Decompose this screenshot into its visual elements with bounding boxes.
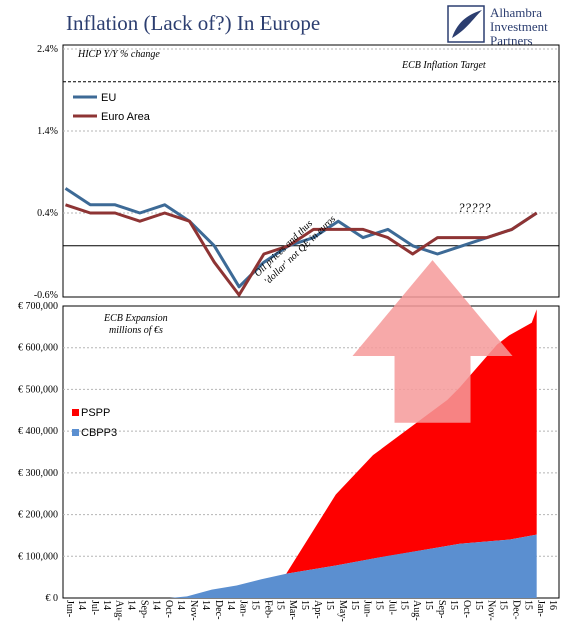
x-tick-label: May- bbox=[337, 600, 348, 622]
x-tick-label-year: 15 bbox=[498, 600, 509, 610]
x-tick-label-year: 15 bbox=[448, 600, 459, 610]
x-tick-label: Sep- bbox=[138, 600, 149, 618]
x-tick-label-year: 14 bbox=[150, 600, 161, 610]
legend-cbpp3-label: CBPP3 bbox=[81, 427, 117, 439]
logo-line2: Investment bbox=[490, 19, 548, 34]
pspp-area bbox=[63, 309, 537, 598]
x-tick-label-year: 14 bbox=[101, 600, 112, 610]
x-tick-label-year: 14 bbox=[200, 600, 211, 610]
x-tick-label-year: 14 bbox=[175, 600, 186, 610]
bottom-y-tick-label: € 300,000 bbox=[18, 468, 58, 479]
x-tick-label: Jan- bbox=[535, 600, 546, 617]
cbpp3-area bbox=[63, 534, 537, 598]
up-arrow-icon bbox=[352, 260, 513, 423]
x-tick-label: Oct- bbox=[461, 600, 472, 618]
x-tick-label: Aug- bbox=[411, 600, 422, 621]
x-tick-label-year: 15 bbox=[522, 600, 533, 610]
x-tick-label: Jun- bbox=[64, 600, 75, 617]
inflation-lines bbox=[64, 187, 538, 297]
x-tick-label-year: 15 bbox=[473, 600, 484, 610]
x-tick-label: Jul- bbox=[386, 600, 397, 615]
x-tick-label-year: 15 bbox=[349, 600, 360, 610]
top-y-tick-labels: -0.6% 0.4% 1.4% 2.4% bbox=[34, 44, 58, 301]
x-tick-label: Jun- bbox=[362, 600, 373, 617]
x-tick-label: Dec- bbox=[213, 600, 224, 619]
logo-line3: Partners bbox=[490, 33, 533, 48]
top-plot-frame bbox=[62, 44, 560, 298]
ecb-target-label: ECB Inflation Target bbox=[401, 60, 486, 71]
top-gridlines bbox=[63, 48, 559, 247]
alhambra-logo: Alhambra Investment Partners bbox=[447, 5, 548, 48]
series-line-euro-area bbox=[65, 203, 538, 297]
top-legend: EU Euro Area bbox=[73, 92, 151, 123]
bottom-y-axis-label-line2: millions of €s bbox=[109, 325, 163, 336]
legend-pspp-swatch bbox=[72, 409, 79, 416]
x-tick-label: Sep- bbox=[436, 600, 447, 618]
top-y-axis-label: HICP Y/Y % change bbox=[77, 49, 160, 60]
bottom-y-tick-labels: € 0 € 100,000 € 200,000 € 300,000 € 400,000 €… bbox=[18, 301, 58, 604]
logo-line1: Alhambra bbox=[490, 5, 542, 20]
x-tick-label-year: 15 bbox=[423, 600, 434, 610]
bottom-y-tick-label: € 400,000 bbox=[18, 426, 58, 437]
x-tick-label-year: 14 bbox=[225, 600, 236, 610]
chart-title: Inflation (Lack of?) In Europe bbox=[66, 11, 320, 35]
x-tick-label-year: 15 bbox=[250, 600, 261, 610]
series-line-eu bbox=[64, 187, 538, 289]
x-tick-label-year: 16 bbox=[547, 600, 558, 610]
x-tick-label-year: 15 bbox=[274, 600, 285, 610]
logo-square-icon bbox=[447, 5, 485, 43]
bottom-y-tick-label: € 200,000 bbox=[18, 510, 58, 521]
x-tick-label: Aug- bbox=[114, 600, 125, 621]
x-tick-label-year: 15 bbox=[374, 600, 385, 610]
bottom-legend: PSPP CBPP3 bbox=[72, 407, 117, 439]
bottom-y-tick-label: € 500,000 bbox=[18, 384, 58, 395]
x-tick-label: Feb- bbox=[262, 600, 273, 618]
top-y-tick-label: 0.4% bbox=[37, 208, 58, 219]
bottom-y-tick-label: € 100,000 bbox=[18, 551, 58, 562]
bottom-y-tick-label: € 600,000 bbox=[18, 343, 58, 354]
legend-euro-area-label: Euro Area bbox=[101, 111, 151, 123]
logo-swoosh-icon bbox=[452, 10, 482, 38]
expansion-areas bbox=[63, 260, 537, 598]
top-y-tick-label: -0.6% bbox=[34, 290, 58, 301]
x-tick-label: Apr- bbox=[312, 600, 323, 619]
x-tick-label: Nov- bbox=[188, 600, 199, 621]
x-tick-label: Jul- bbox=[89, 600, 100, 615]
x-tick-label-year: 15 bbox=[324, 600, 335, 610]
legend-eu-label: EU bbox=[101, 92, 116, 104]
x-tick-label: Mar- bbox=[287, 600, 298, 620]
x-tick-labels: Jun- 14 Jul- 14 Aug- 14 Sep- 14 Oct- 14 Nov- 14 Dec-… bbox=[64, 600, 558, 622]
legend-cbpp3-swatch bbox=[72, 429, 79, 436]
x-tick-label: Nov- bbox=[486, 600, 497, 621]
question-marks: ????? bbox=[458, 200, 491, 215]
x-tick-label-year: 15 bbox=[299, 600, 310, 610]
x-tick-label-year: 15 bbox=[398, 600, 409, 610]
bottom-y-tick-label: € 0 bbox=[46, 593, 59, 604]
x-tick-label-year: 14 bbox=[76, 600, 87, 610]
bottom-y-tick-label: € 700,000 bbox=[18, 301, 58, 312]
top-y-tick-label: 2.4% bbox=[37, 44, 58, 55]
x-tick-label: Dec- bbox=[510, 600, 521, 619]
x-tick-label: Oct- bbox=[163, 600, 174, 618]
x-tick-label: Jan- bbox=[238, 600, 249, 617]
x-tick-label-year: 14 bbox=[126, 600, 137, 610]
legend-pspp-label: PSPP bbox=[81, 407, 110, 419]
top-y-tick-label: 1.4% bbox=[37, 126, 58, 137]
bottom-y-axis-label-line1: ECB Expansion bbox=[103, 313, 168, 324]
